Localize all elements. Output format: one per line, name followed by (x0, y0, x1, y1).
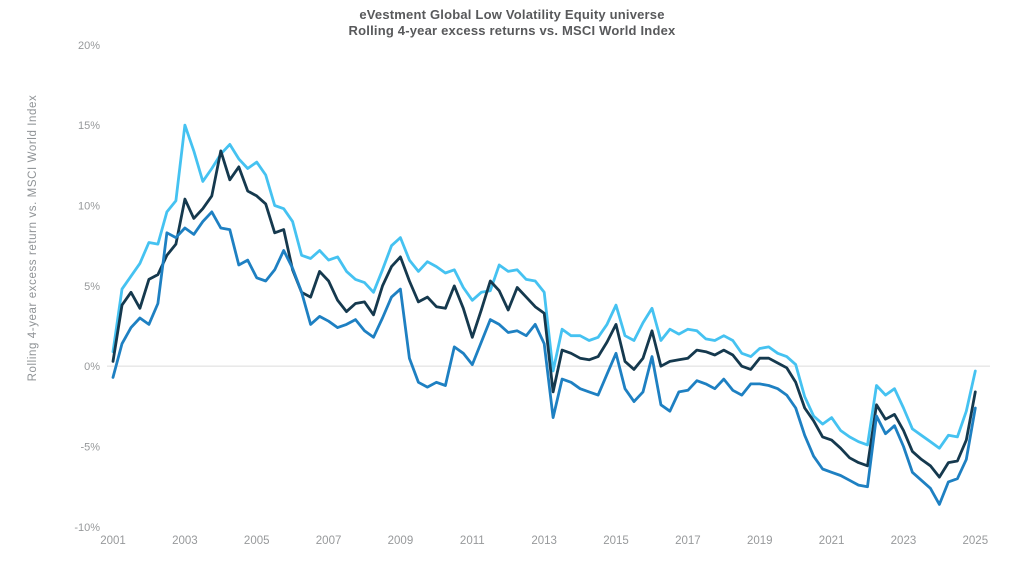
y-tick-label: 15% (78, 120, 100, 132)
x-tick-label: 2005 (244, 535, 270, 547)
chart-title-line1: eVestment Global Low Volatility Equity u… (359, 7, 665, 22)
x-tick-label: 2019 (747, 535, 773, 547)
x-tick-label: 2001 (100, 535, 126, 547)
y-tick-label: -5% (80, 442, 100, 454)
series-line-median (111, 149, 977, 479)
y-tick-label: -10% (74, 522, 100, 534)
x-tick-label: 2013 (531, 535, 557, 547)
series-line-25th-percentile (111, 123, 977, 450)
y-tick-label: 5% (84, 281, 100, 293)
x-tick-label: 2003 (172, 535, 198, 547)
x-tick-label: 2007 (316, 535, 342, 547)
x-tick-label: 2017 (675, 535, 701, 547)
x-tick-label: 2011 (460, 535, 485, 547)
series-line-75th-percentile (111, 210, 977, 506)
x-tick-label: 2021 (819, 535, 845, 547)
chart-title: eVestment Global Low Volatility Equity u… (0, 7, 1024, 39)
y-tick-label: 10% (78, 201, 100, 213)
chart-title-line2: Rolling 4-year excess returns vs. MSCI W… (348, 23, 676, 38)
y-tick-label: 0% (84, 361, 100, 373)
y-tick-label: 20% (78, 40, 100, 52)
x-tick-label: 2025 (963, 535, 989, 547)
x-tick-label: 2009 (388, 535, 414, 547)
x-tick-label: 2023 (891, 535, 917, 547)
x-tick-label: 2015 (603, 535, 629, 547)
